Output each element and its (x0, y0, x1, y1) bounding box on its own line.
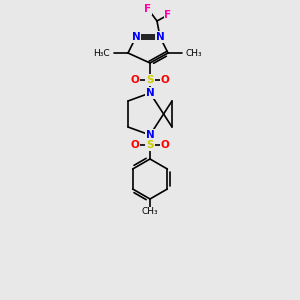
Text: S: S (146, 75, 154, 85)
Text: CH₃: CH₃ (186, 49, 202, 58)
Text: CH₃: CH₃ (142, 208, 158, 217)
Text: O: O (130, 140, 140, 150)
Text: F: F (144, 4, 152, 14)
Text: N: N (146, 88, 154, 98)
Text: F: F (164, 10, 172, 20)
Text: N: N (146, 130, 154, 140)
Text: O: O (130, 75, 140, 85)
Text: S: S (146, 140, 154, 150)
Text: O: O (160, 75, 169, 85)
Text: N: N (156, 32, 164, 42)
Text: O: O (160, 140, 169, 150)
Text: H₃C: H₃C (93, 49, 110, 58)
Text: N: N (132, 32, 140, 42)
